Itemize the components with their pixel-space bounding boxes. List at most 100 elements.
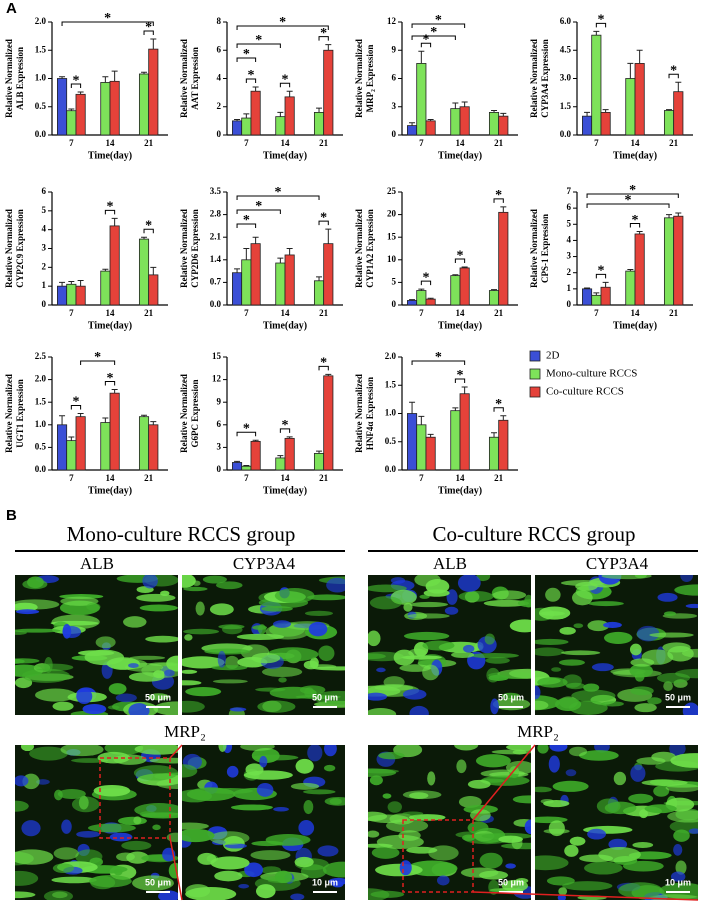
stained-region (428, 845, 459, 861)
stained-region (185, 884, 211, 898)
error-bar (627, 268, 634, 272)
stained-region (571, 689, 616, 702)
bar (100, 82, 111, 136)
error-bar (68, 280, 75, 285)
nucleus (142, 575, 158, 589)
bar (284, 254, 295, 306)
error-bar (593, 292, 600, 296)
y-tick-label: 1.0 (35, 419, 47, 429)
nucleus (680, 575, 694, 583)
stained-region (182, 828, 215, 843)
nucleus (256, 782, 274, 797)
error-bar (491, 289, 498, 291)
y-tick-label: 0.5 (385, 436, 397, 446)
stained-region (211, 665, 248, 671)
nucleus (636, 625, 660, 642)
significance-bracket (236, 209, 281, 214)
error-bar (452, 407, 459, 411)
x-tick-label: 14 (631, 138, 641, 148)
y-tick-label: 15 (212, 351, 222, 361)
error-bar (409, 122, 416, 126)
x-tick-label: 14 (631, 308, 641, 318)
stained-region (129, 655, 166, 660)
stained-region (153, 701, 178, 715)
significance-bracket (493, 407, 504, 412)
significance-bracket (420, 42, 432, 48)
nucleus (273, 806, 289, 812)
stained-region (564, 844, 579, 857)
y-axis-label: Relative Normalized (4, 374, 14, 453)
error-bar (409, 401, 416, 414)
y-tick-label: 0.0 (35, 464, 47, 474)
stained-region (537, 677, 568, 688)
stained-region (374, 684, 414, 691)
error-bar (627, 62, 634, 79)
x-tick-label: 14 (281, 308, 291, 318)
stained-region (566, 682, 585, 690)
significance-bracket (70, 83, 82, 89)
error-bar (141, 71, 148, 74)
error-bar (68, 108, 75, 111)
bar (148, 274, 159, 306)
significance-label: * (282, 418, 289, 433)
nucleus (328, 877, 345, 885)
significance-bracket (586, 193, 679, 198)
y-tick-label: 6 (567, 202, 572, 212)
nucleus (61, 819, 72, 834)
y-tick-label: 15 (387, 231, 397, 241)
stained-region (512, 795, 531, 804)
stained-region (368, 811, 388, 822)
y-tick-label: 2.5 (35, 351, 47, 361)
stained-region (214, 870, 243, 882)
stained-region (212, 679, 248, 684)
stained-region (15, 800, 29, 812)
stained-region (215, 581, 243, 590)
x-axis-label: Time(day) (88, 150, 132, 161)
stained-region (230, 804, 273, 811)
significance-label: * (320, 210, 327, 225)
error-bar (234, 460, 241, 463)
stained-region (318, 645, 335, 662)
x-tick-label: 21 (144, 473, 154, 483)
bar (75, 93, 86, 136)
stained-region (71, 796, 100, 813)
stained-region (628, 793, 654, 804)
stained-region (312, 666, 345, 671)
stained-region (209, 831, 250, 845)
stained-region (543, 799, 570, 808)
error-bar (77, 280, 84, 287)
stained-region (403, 602, 413, 612)
stained-region (546, 876, 575, 886)
x-tick-label: 7 (69, 473, 74, 483)
stained-region (20, 745, 35, 752)
stained-region (93, 784, 131, 797)
error-bar (418, 288, 425, 291)
nucleus (290, 893, 305, 900)
y-tick-label: 6 (392, 73, 397, 83)
stained-region (512, 749, 527, 755)
nucleus (128, 663, 139, 668)
stained-region (369, 596, 402, 610)
nucleus (688, 828, 698, 834)
bar (313, 453, 325, 471)
significance-label: * (670, 63, 677, 78)
x-axis-label: Time(day) (263, 320, 307, 331)
error-bar (150, 266, 157, 275)
error-bar (409, 299, 416, 301)
stained-region (209, 603, 234, 616)
error-bar (427, 118, 434, 121)
scale-bar-label: 50 μm (665, 692, 691, 702)
y-axis-label: AAT Expression (190, 47, 200, 110)
legend-swatch (529, 350, 541, 362)
y-tick-label: 3.0 (560, 73, 572, 83)
y-tick-label: 6 (217, 419, 222, 429)
bar (407, 300, 418, 306)
stained-region (554, 697, 582, 711)
bar (600, 112, 611, 136)
stained-region (324, 796, 345, 806)
stained-region (630, 686, 654, 696)
significance-bracket (80, 360, 116, 365)
y-tick-label: 1.5 (35, 44, 47, 54)
error-bar (584, 287, 591, 289)
nucleus (317, 845, 339, 857)
